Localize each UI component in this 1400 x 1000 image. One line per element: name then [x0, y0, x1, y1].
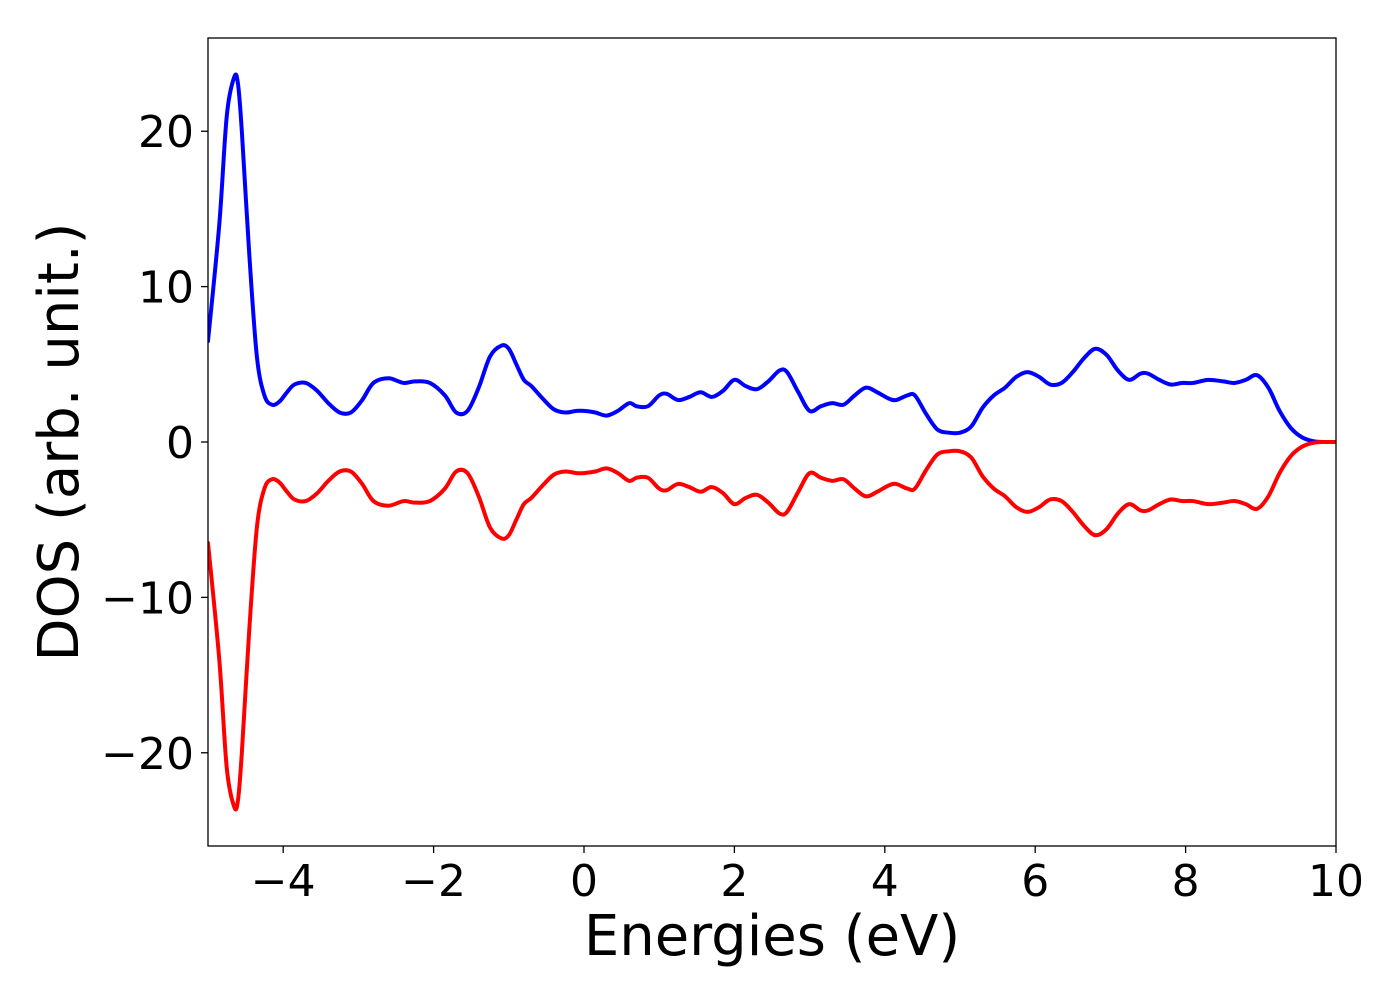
x-tick-label: 2: [720, 856, 748, 907]
x-tick-label: −2: [401, 856, 466, 907]
x-axis-label: Energies (eV): [584, 904, 960, 969]
y-tick-label: −10: [101, 573, 194, 624]
x-tick-label: 4: [871, 856, 899, 907]
y-axis-label: DOS (arb. unit.): [27, 222, 92, 661]
y-tick-label: −20: [101, 729, 194, 780]
y-tick-label: 20: [138, 107, 194, 158]
x-axis-ticks: −4 −2 0 2 4 6 8 10: [251, 846, 1364, 907]
x-tick-label: 6: [1021, 856, 1049, 907]
series-layer: [208, 72, 1336, 812]
x-tick-label: 10: [1308, 856, 1364, 907]
spin-down-dos-line: [208, 439, 1336, 812]
spin-up-dos-line: [208, 72, 1336, 445]
x-tick-label: −4: [251, 856, 316, 907]
x-tick-label: 0: [570, 856, 598, 907]
y-tick-label: 0: [166, 418, 194, 469]
plot-frame: [207, 37, 1337, 847]
y-axis-ticks: 20 10 0 −10 −20: [101, 107, 208, 780]
x-tick-label: 8: [1172, 856, 1200, 907]
y-tick-label: 10: [138, 263, 194, 314]
